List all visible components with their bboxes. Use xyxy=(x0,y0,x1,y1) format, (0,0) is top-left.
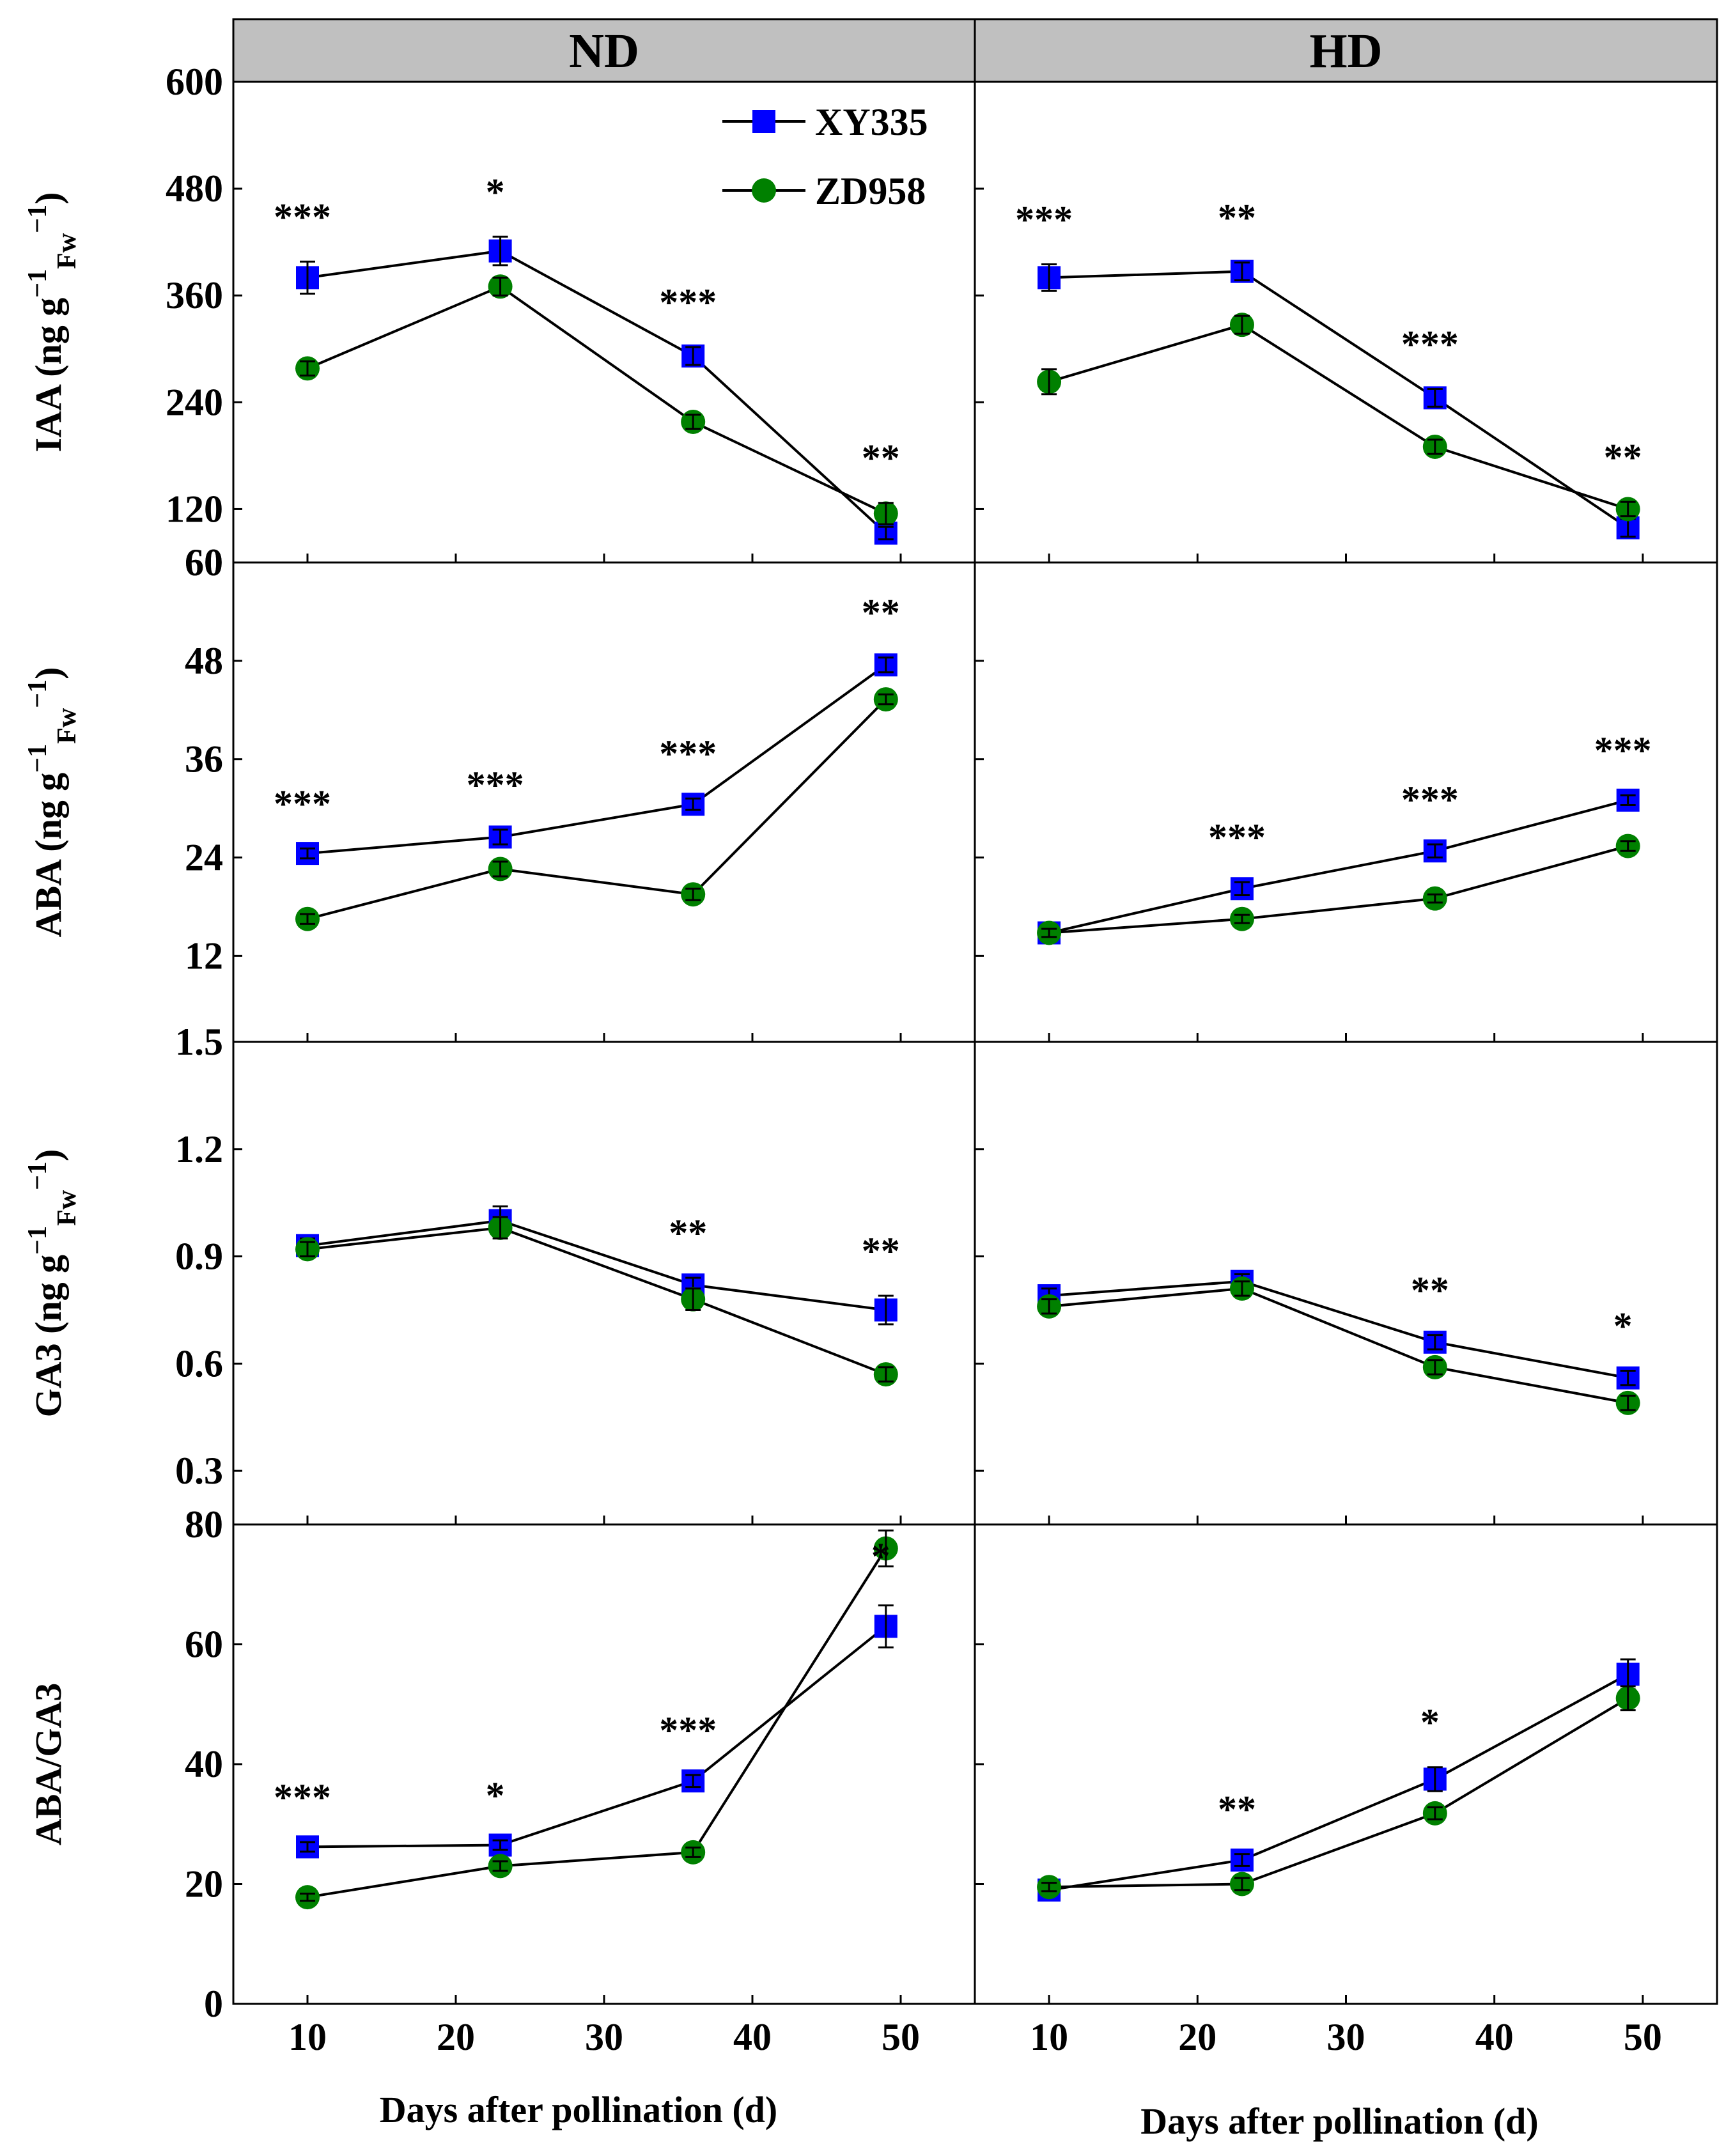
y-axis-label-aba-ga3: ABA/GA3 xyxy=(27,1683,69,1846)
series-line-zd958-iaa-hd xyxy=(1048,323,1629,511)
significance-label-aba-ga3-hd: * xyxy=(1420,1702,1440,1744)
y-tick-label-ga3: 0.6 xyxy=(175,1342,223,1384)
series-line-xy335-iaa-hd xyxy=(1049,270,1629,529)
legend-marker-xy335 xyxy=(752,110,775,133)
series-line-xy335-ga3-nd xyxy=(307,1219,887,1312)
y-tick-label-aba: 48 xyxy=(185,640,223,682)
significance-label-aba-ga3-hd: ** xyxy=(1218,1788,1256,1831)
x-tick-label-nd: 40 xyxy=(733,2016,772,2058)
significance-label-iaa-nd: * xyxy=(486,171,505,213)
y-tick-label-aba: 24 xyxy=(185,837,223,879)
column-title-nd: ND xyxy=(569,24,639,78)
y-axis-label-text-aba: ABA (ng g−1Fw−1) xyxy=(23,667,82,937)
x-axis-label-nd: Days after pollination (d) xyxy=(380,2089,777,2130)
y-tick-label-ga3: 0.3 xyxy=(175,1450,223,1492)
y-tick-label-iaa: 60 xyxy=(185,541,223,584)
y-tick-label-aba-ga3: 60 xyxy=(185,1624,223,1666)
series-line-xy335-aba-nd xyxy=(307,663,887,855)
y-axis-label-text-aba-ga3: ABA/GA3 xyxy=(27,1683,69,1846)
legend-marker-zd958 xyxy=(752,178,776,203)
significance-label-aba-ga3-nd: * xyxy=(486,1774,505,1817)
y-tick-label-ga3: 1.2 xyxy=(175,1128,223,1170)
y-tick-label-iaa: 360 xyxy=(166,274,223,316)
series-line-zd958-ga3-nd xyxy=(307,1226,887,1376)
panel-frame-aba-hd xyxy=(974,561,1718,1043)
header-strip-nd xyxy=(232,18,976,83)
panel-frame-iaa-hd xyxy=(974,81,1718,564)
significance-label-iaa-nd: *** xyxy=(659,281,717,323)
significance-label-ga3-nd: ** xyxy=(862,1230,900,1272)
significance-label-aba-ga3-nd: *** xyxy=(659,1709,717,1751)
x-tick-label-hd: 50 xyxy=(1624,2016,1662,2058)
y-tick-label-aba: 36 xyxy=(185,738,223,780)
significance-label-iaa-hd: ** xyxy=(1604,436,1642,478)
series-line-zd958-aba-ga3-nd xyxy=(307,1547,887,1899)
x-tick-label-hd: 20 xyxy=(1178,2016,1216,2058)
y-tick-label-iaa: 120 xyxy=(166,488,223,530)
y-tick-label-ga3: 0.9 xyxy=(175,1236,223,1278)
header-strip-hd xyxy=(974,18,1718,83)
legend-label-zd958: ZD958 xyxy=(815,170,926,212)
panel-frame-iaa-nd xyxy=(232,81,976,564)
significance-label-ga3-hd: * xyxy=(1613,1305,1633,1347)
y-axis-label-text-ga3: GA3 (ng g−1Fw−1) xyxy=(23,1149,82,1418)
series-line-xy335-ga3-hd xyxy=(1048,1280,1629,1379)
y-tick-label-iaa: 240 xyxy=(166,381,223,423)
y-tick-label-iaa: 480 xyxy=(166,167,223,210)
x-tick-label-nd: 50 xyxy=(882,2016,920,2058)
y-tick-label-aba-ga3: 20 xyxy=(185,1863,223,1905)
x-tick-label-hd: 10 xyxy=(1030,2016,1068,2058)
y-axis-label-ga3: GA3 (ng g−1Fw−1) xyxy=(23,1149,82,1418)
significance-label-ga3-hd: ** xyxy=(1411,1269,1449,1312)
series-line-zd958-ga3-hd xyxy=(1048,1287,1629,1404)
y-tick-label-aba-ga3: 80 xyxy=(185,1503,223,1546)
significance-label-aba-nd: *** xyxy=(274,782,331,825)
panel-frame-aba-ga3-hd xyxy=(974,1523,1718,2005)
significance-label-aba-nd: *** xyxy=(467,764,524,806)
series-line-zd958-aba-nd xyxy=(307,698,887,920)
significance-label-aba-hd: *** xyxy=(1208,816,1266,858)
y-tick-label-aba: 60 xyxy=(185,541,223,584)
significance-label-aba-nd: ** xyxy=(862,592,900,634)
x-tick-label-nd: 30 xyxy=(585,2016,623,2058)
x-tick-label-nd: 20 xyxy=(437,2016,475,2058)
significance-label-ga3-nd: ** xyxy=(669,1212,707,1254)
x-tick-label-hd: 30 xyxy=(1327,2016,1365,2058)
y-axis-label-text-iaa: IAA (ng g−1Fw−1) xyxy=(23,192,82,453)
legend-label-xy335: XY335 xyxy=(815,101,928,143)
x-tick-label-hd: 40 xyxy=(1475,2016,1514,2058)
significance-label-aba-hd: *** xyxy=(1401,779,1459,821)
significance-label-iaa-nd: ** xyxy=(862,437,900,479)
y-axis-label-aba: ABA (ng g−1Fw−1) xyxy=(23,667,82,937)
x-axis-label-hd: Days after pollination (d) xyxy=(1140,2100,1538,2142)
series-line-zd958-iaa-nd xyxy=(307,285,887,515)
series-line-xy335-aba-hd xyxy=(1048,798,1629,935)
y-tick-label-iaa: 600 xyxy=(166,61,223,103)
panel-frame-ga3-hd xyxy=(974,1041,1718,1526)
column-title-hd: HD xyxy=(1310,24,1383,78)
significance-label-aba-hd: *** xyxy=(1594,729,1652,772)
y-tick-label-aba-ga3: 0 xyxy=(204,1983,223,2025)
y-tick-label-ga3: 1.5 xyxy=(175,1021,223,1063)
y-tick-label-aba-ga3: 40 xyxy=(185,1743,223,1785)
x-tick-label-nd: 10 xyxy=(288,2016,327,2058)
significance-label-aba-nd: *** xyxy=(659,733,717,775)
significance-label-aba-ga3-nd: *** xyxy=(274,1776,331,1819)
significance-label-iaa-hd: *** xyxy=(1015,198,1073,240)
panel-frame-aba-ga3-nd xyxy=(232,1523,976,2005)
panel-frame-ga3-nd xyxy=(232,1041,976,1526)
series-line-xy335-aba-ga3-nd xyxy=(307,1625,887,1849)
panel-frame-aba-nd xyxy=(232,561,976,1043)
series-line-zd958-aba-hd xyxy=(1048,844,1629,935)
y-tick-label-aba: 12 xyxy=(185,935,223,977)
significance-label-iaa-hd: ** xyxy=(1218,197,1256,239)
significance-label-aba-ga3-nd: * xyxy=(871,1535,890,1578)
significance-label-iaa-nd: *** xyxy=(274,196,331,238)
series-line-xy335-iaa-nd xyxy=(307,249,887,534)
series-line-zd958-aba-ga3-hd xyxy=(1049,1697,1629,1889)
y-axis-label-iaa: IAA (ng g−1Fw−1) xyxy=(23,192,82,453)
series-line-xy335-aba-ga3-hd xyxy=(1048,1673,1629,1891)
significance-label-iaa-hd: *** xyxy=(1401,323,1459,365)
